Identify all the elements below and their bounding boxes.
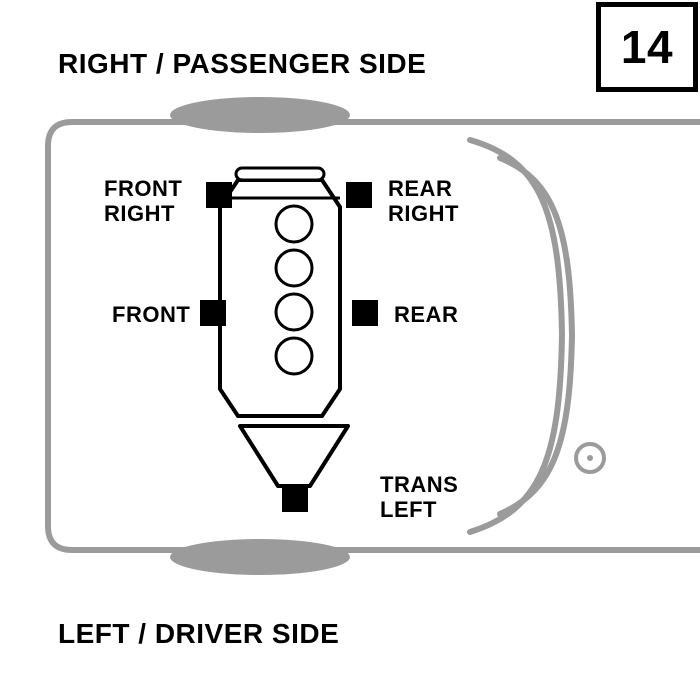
left-side-label: LEFT / DRIVER SIDE [58, 618, 339, 650]
mount-rear-right [346, 182, 372, 208]
mount-label-rear-right: REAR RIGHT [388, 176, 459, 227]
mount-rear [352, 300, 378, 326]
engine-mount-diagram [0, 0, 700, 700]
engine-block [220, 180, 340, 416]
transmission [240, 426, 348, 486]
page-number: 14 [621, 21, 673, 74]
page-number-box: 14 [596, 2, 698, 92]
wheel-0 [170, 97, 350, 133]
engine-intake [236, 168, 324, 180]
mount-label-front-right: FRONT RIGHT [104, 176, 182, 227]
mount-label-trans-left: TRANS LEFT [380, 472, 458, 523]
right-side-label: RIGHT / PASSENGER SIDE [58, 48, 426, 80]
wheel-1 [170, 539, 350, 575]
mount-label-rear: REAR [394, 302, 458, 327]
mount-front [200, 300, 226, 326]
mount-front-right [206, 182, 232, 208]
mount-trans-left [282, 486, 308, 512]
fuel-cap-dot [587, 455, 593, 461]
mount-label-front: FRONT [112, 302, 190, 327]
